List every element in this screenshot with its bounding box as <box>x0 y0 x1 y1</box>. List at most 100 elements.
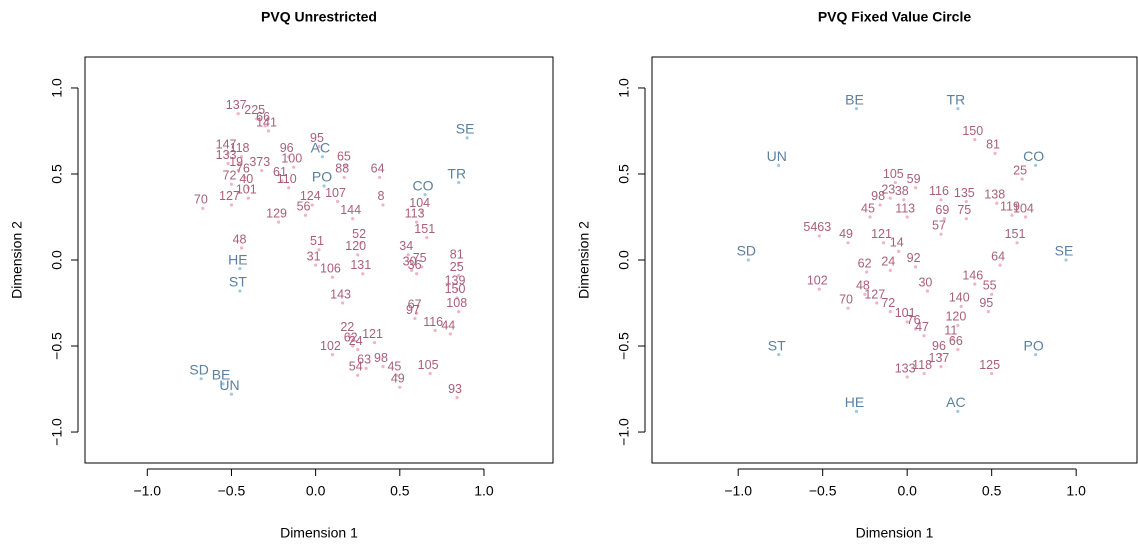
point-label: CO <box>1023 148 1044 164</box>
point-label: ST <box>229 274 247 290</box>
point-label: 67 <box>408 298 422 312</box>
point-label: 116 <box>929 184 949 198</box>
point-label: 48 <box>233 232 247 246</box>
point-label: 113 <box>895 201 915 215</box>
point-label: 119 <box>1000 200 1020 214</box>
point-label: 70 <box>839 292 853 306</box>
point <box>1023 215 1028 219</box>
point-label: 118 <box>230 141 250 155</box>
point <box>465 136 469 140</box>
point-label: 96 <box>280 141 294 155</box>
point <box>420 265 424 269</box>
point-label: 127 <box>864 287 885 301</box>
point-label: 102 <box>320 339 341 353</box>
point <box>226 162 230 166</box>
point <box>236 168 240 173</box>
point <box>939 353 943 357</box>
point <box>448 332 452 336</box>
point-label: 144 <box>340 203 361 217</box>
point-label: 124 <box>300 189 321 203</box>
x-tick-label: −1.0 <box>724 483 752 499</box>
point <box>409 268 414 272</box>
point <box>956 347 960 352</box>
point <box>229 203 234 207</box>
x-tick-label: −0.5 <box>218 483 246 499</box>
point-label: 120 <box>945 310 966 324</box>
point-label: 76 <box>236 162 250 176</box>
point-label: 44 <box>441 318 455 332</box>
point-label: 140 <box>949 291 970 305</box>
point <box>455 296 459 300</box>
point <box>238 267 242 271</box>
x-axis-label: Dimension 1 <box>280 525 358 541</box>
point <box>1010 213 1014 217</box>
point-label: 25 <box>1013 163 1027 177</box>
point <box>865 270 869 274</box>
point <box>351 344 355 348</box>
point <box>939 365 943 369</box>
point-label: 62 <box>344 330 358 344</box>
point <box>457 310 461 314</box>
y-tick-label: −1.0 <box>49 418 65 446</box>
point <box>378 175 382 180</box>
x-tick-label: 0.5 <box>390 483 410 499</box>
point-label: 38 <box>895 184 909 198</box>
x-tick-label: −1.0 <box>133 483 161 499</box>
point <box>914 186 918 190</box>
point-label: SE <box>1055 243 1074 259</box>
point <box>260 168 264 173</box>
point <box>420 210 424 214</box>
point-label: 105 <box>883 167 904 181</box>
y-tick-label: 1.0 <box>616 78 632 98</box>
point-label: 14 <box>890 236 904 250</box>
point-label: UN <box>219 377 239 393</box>
point <box>956 323 960 327</box>
y-tick-label: −0.5 <box>616 332 632 360</box>
point-label: 102 <box>807 274 828 288</box>
point-label: 59 <box>907 172 921 186</box>
point <box>868 215 872 219</box>
point <box>995 201 999 205</box>
point <box>905 375 909 379</box>
point-label: 66 <box>949 334 963 348</box>
y-axis-label: Dimension 2 <box>576 221 592 299</box>
point <box>956 107 960 111</box>
point <box>888 268 892 272</box>
point-label: 51 <box>310 234 324 248</box>
point-label: 137 <box>226 98 247 112</box>
point-label: 36 <box>408 258 422 272</box>
point-label: 120 <box>345 239 366 253</box>
point <box>433 328 437 333</box>
point-label: 25 <box>450 260 464 274</box>
point <box>394 373 399 377</box>
point <box>1064 258 1068 262</box>
point <box>964 217 968 221</box>
point-label: 108 <box>446 296 467 310</box>
point <box>335 199 340 204</box>
point <box>330 353 335 357</box>
point <box>317 248 321 252</box>
point <box>415 272 419 276</box>
point-label: 131 <box>350 258 371 272</box>
point-label: TR <box>947 91 966 107</box>
point-label: AC <box>311 139 330 155</box>
point-label: 52 <box>352 227 366 241</box>
point <box>372 340 377 345</box>
point <box>939 198 943 202</box>
point-label: 55 <box>983 279 997 293</box>
point <box>255 117 259 121</box>
point-label: 64 <box>371 162 385 176</box>
point-label: HE <box>228 251 247 267</box>
point <box>881 241 886 245</box>
point-label: 105 <box>418 358 439 372</box>
point-label: SE <box>456 121 475 137</box>
point <box>746 258 750 262</box>
point-label: 34 <box>399 239 413 253</box>
point <box>888 196 892 200</box>
point-label: 151 <box>414 222 435 236</box>
point <box>280 179 284 183</box>
point <box>914 327 918 331</box>
point-label: 98 <box>374 351 388 365</box>
point <box>854 409 859 413</box>
